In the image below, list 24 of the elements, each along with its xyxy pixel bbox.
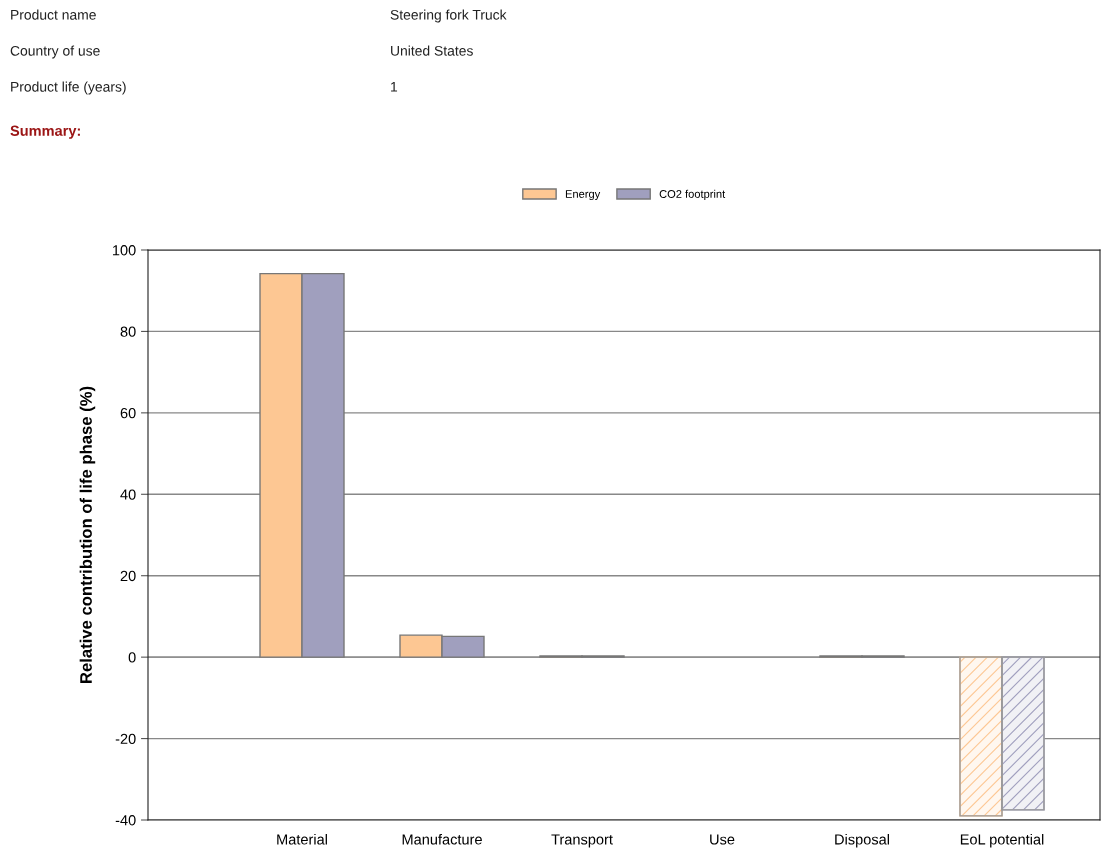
y-tick-label: -40 — [115, 815, 136, 826]
text: United States — [391, 45, 473, 56]
text: Steering fork Truck — [390, 9, 507, 23]
y-tick-label: 40 — [120, 489, 136, 500]
text: Summary: — [10, 125, 80, 139]
x-tick-label: EoL potential — [960, 833, 1044, 848]
y-tick-label: 20 — [120, 570, 136, 582]
x-tick-label: Material — [277, 833, 327, 845]
y-tick-label: 60 — [120, 407, 136, 419]
legend-label: CO2 footprint — [659, 189, 726, 201]
text: Country of use — [10, 45, 100, 59]
y-tick-label: -20 — [115, 733, 136, 744]
legend-label: Energy — [565, 190, 601, 201]
text: Product name — [11, 9, 96, 20]
x-tick-label: Manufacture — [402, 833, 482, 845]
x-tick-label: Transport — [551, 834, 613, 848]
text: 1 — [391, 82, 398, 92]
x-tick-label: Disposal — [835, 833, 889, 848]
text: Product life (years) — [11, 81, 126, 95]
y-tick-label: 0 — [128, 652, 136, 663]
x-tick-label: Use — [710, 834, 735, 845]
y-axis-title: Relative contribution of life phase (%) — [79, 386, 96, 683]
y-tick-label: 80 — [120, 326, 136, 337]
y-tick-label: 100 — [112, 245, 136, 256]
